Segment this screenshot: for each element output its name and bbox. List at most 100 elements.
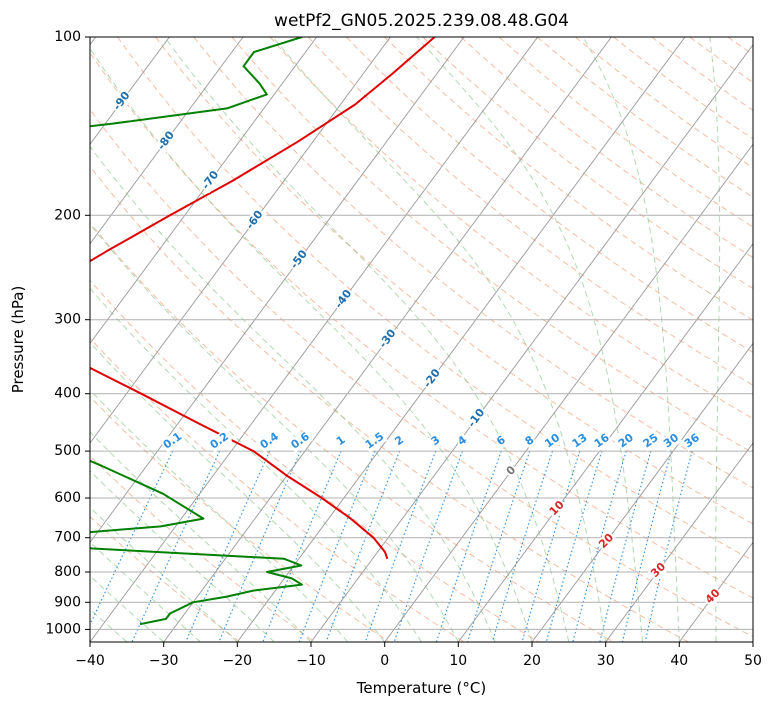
label-background [110,88,134,114]
label-background [333,433,349,450]
isotherms [90,37,753,642]
dry-adiabats [90,37,753,642]
x-tick-label: 10 [449,653,467,669]
label-background [376,326,400,352]
x-axis: −40 −30 −20 −10 0 10 20 30 40 50 [75,642,762,669]
moist-adiabat-line [582,37,680,642]
moist-adiabat-line [416,37,643,642]
label-background [569,430,591,452]
dry-adiabat-line [613,37,753,140]
temperature-profile-line [90,37,436,560]
dry-adiabat-line [90,395,390,642]
label-background [640,430,662,452]
x-tick-label: −10 [296,653,326,669]
label-background [660,430,683,452]
isotherm-line [90,37,539,642]
y-tick-label: 200 [54,207,81,223]
x-tick-label: 20 [523,653,541,669]
isotherm-line [90,37,465,544]
label-background [331,286,356,313]
label-background [454,432,471,450]
dry-adiabat-line [90,337,465,642]
dry-adiabat-line [193,37,753,489]
mixing-ratio-line [491,450,554,642]
isotherm-line [457,243,753,642]
dewpoint-profile-line [90,37,303,626]
isotherm-line [605,442,753,642]
isotherm-line [310,43,753,642]
moist-adiabat-line [90,541,201,642]
label-background [154,128,179,154]
y-tick-label: 600 [54,490,81,506]
label-background [198,167,223,194]
label-background [362,429,388,453]
dry-adiabat-line [422,37,753,290]
y-tick-label: 100 [54,29,81,45]
dry-adiabat-line [498,37,753,228]
mixing-ratio-line [644,450,693,642]
dry-adiabat-line [346,37,753,353]
dry-adiabat-line [90,455,315,642]
moist-adiabat-line [90,506,238,642]
x-tick-label: −40 [75,653,105,669]
x-tick-label: 40 [670,653,688,669]
dry-adiabat-line [90,222,614,642]
label-background [256,429,283,453]
moist-adiabat-line [90,341,386,642]
x-tick-label: −20 [223,653,253,669]
y-tick-label: 300 [54,312,81,328]
label-background [681,430,704,452]
label-background [287,246,312,273]
dry-adiabat-line [90,51,753,599]
sounding-series [90,37,436,626]
dry-adiabat-line [536,37,753,198]
label-background [522,432,538,450]
moist-adiabat-line [272,37,607,642]
dry-adiabat-line [307,37,753,386]
label-background [464,405,489,431]
mixing-ratio-line [545,450,603,642]
dry-adiabat-line [90,165,689,642]
plot-frame [89,36,754,643]
mixing-ratio-line [621,450,672,642]
mixing-ratio-line [466,450,531,642]
moist-adiabat-line [90,470,275,642]
x-tick-label: −30 [149,653,179,669]
moist-adiabat-line [90,389,349,642]
x-tick-label: 30 [597,653,615,669]
mixing-ratio-line [599,450,652,642]
label-background [493,432,510,450]
label-background [647,559,670,582]
label-background [503,462,520,480]
isotherm-line [90,37,318,345]
label-background [391,432,408,450]
x-tick-label: 50 [744,653,762,669]
label-background [546,497,568,520]
isotherm-line [90,37,170,146]
y-tick-label: 1000 [45,621,81,637]
moist-adiabat-line [90,287,422,642]
moist-adiabat-line [164,37,570,642]
label-background [160,429,186,453]
x-tick-label: 0 [380,653,389,669]
mixing-ratio-line [90,450,174,626]
moist-adiabat-line [90,47,533,642]
mixing-ratio-line [185,450,271,642]
label-background [207,429,233,453]
y-axis-title: Pressure (hPa) [9,286,27,394]
isotherm-line [90,37,391,444]
label-background [541,430,564,452]
mixing-ratio-line [435,450,502,642]
moist-adiabats [90,37,753,642]
mixing-ratio-line [218,450,302,642]
mixing-ratio-lines [90,450,693,642]
label-background [243,207,267,233]
dry-adiabat-line [117,37,753,562]
dry-adiabat-line [90,108,753,638]
y-tick-label: 400 [54,386,81,402]
dry-adiabat-line [269,37,753,420]
label-background [702,585,724,608]
y-tick-label: 700 [54,530,81,546]
label-background [420,365,445,392]
